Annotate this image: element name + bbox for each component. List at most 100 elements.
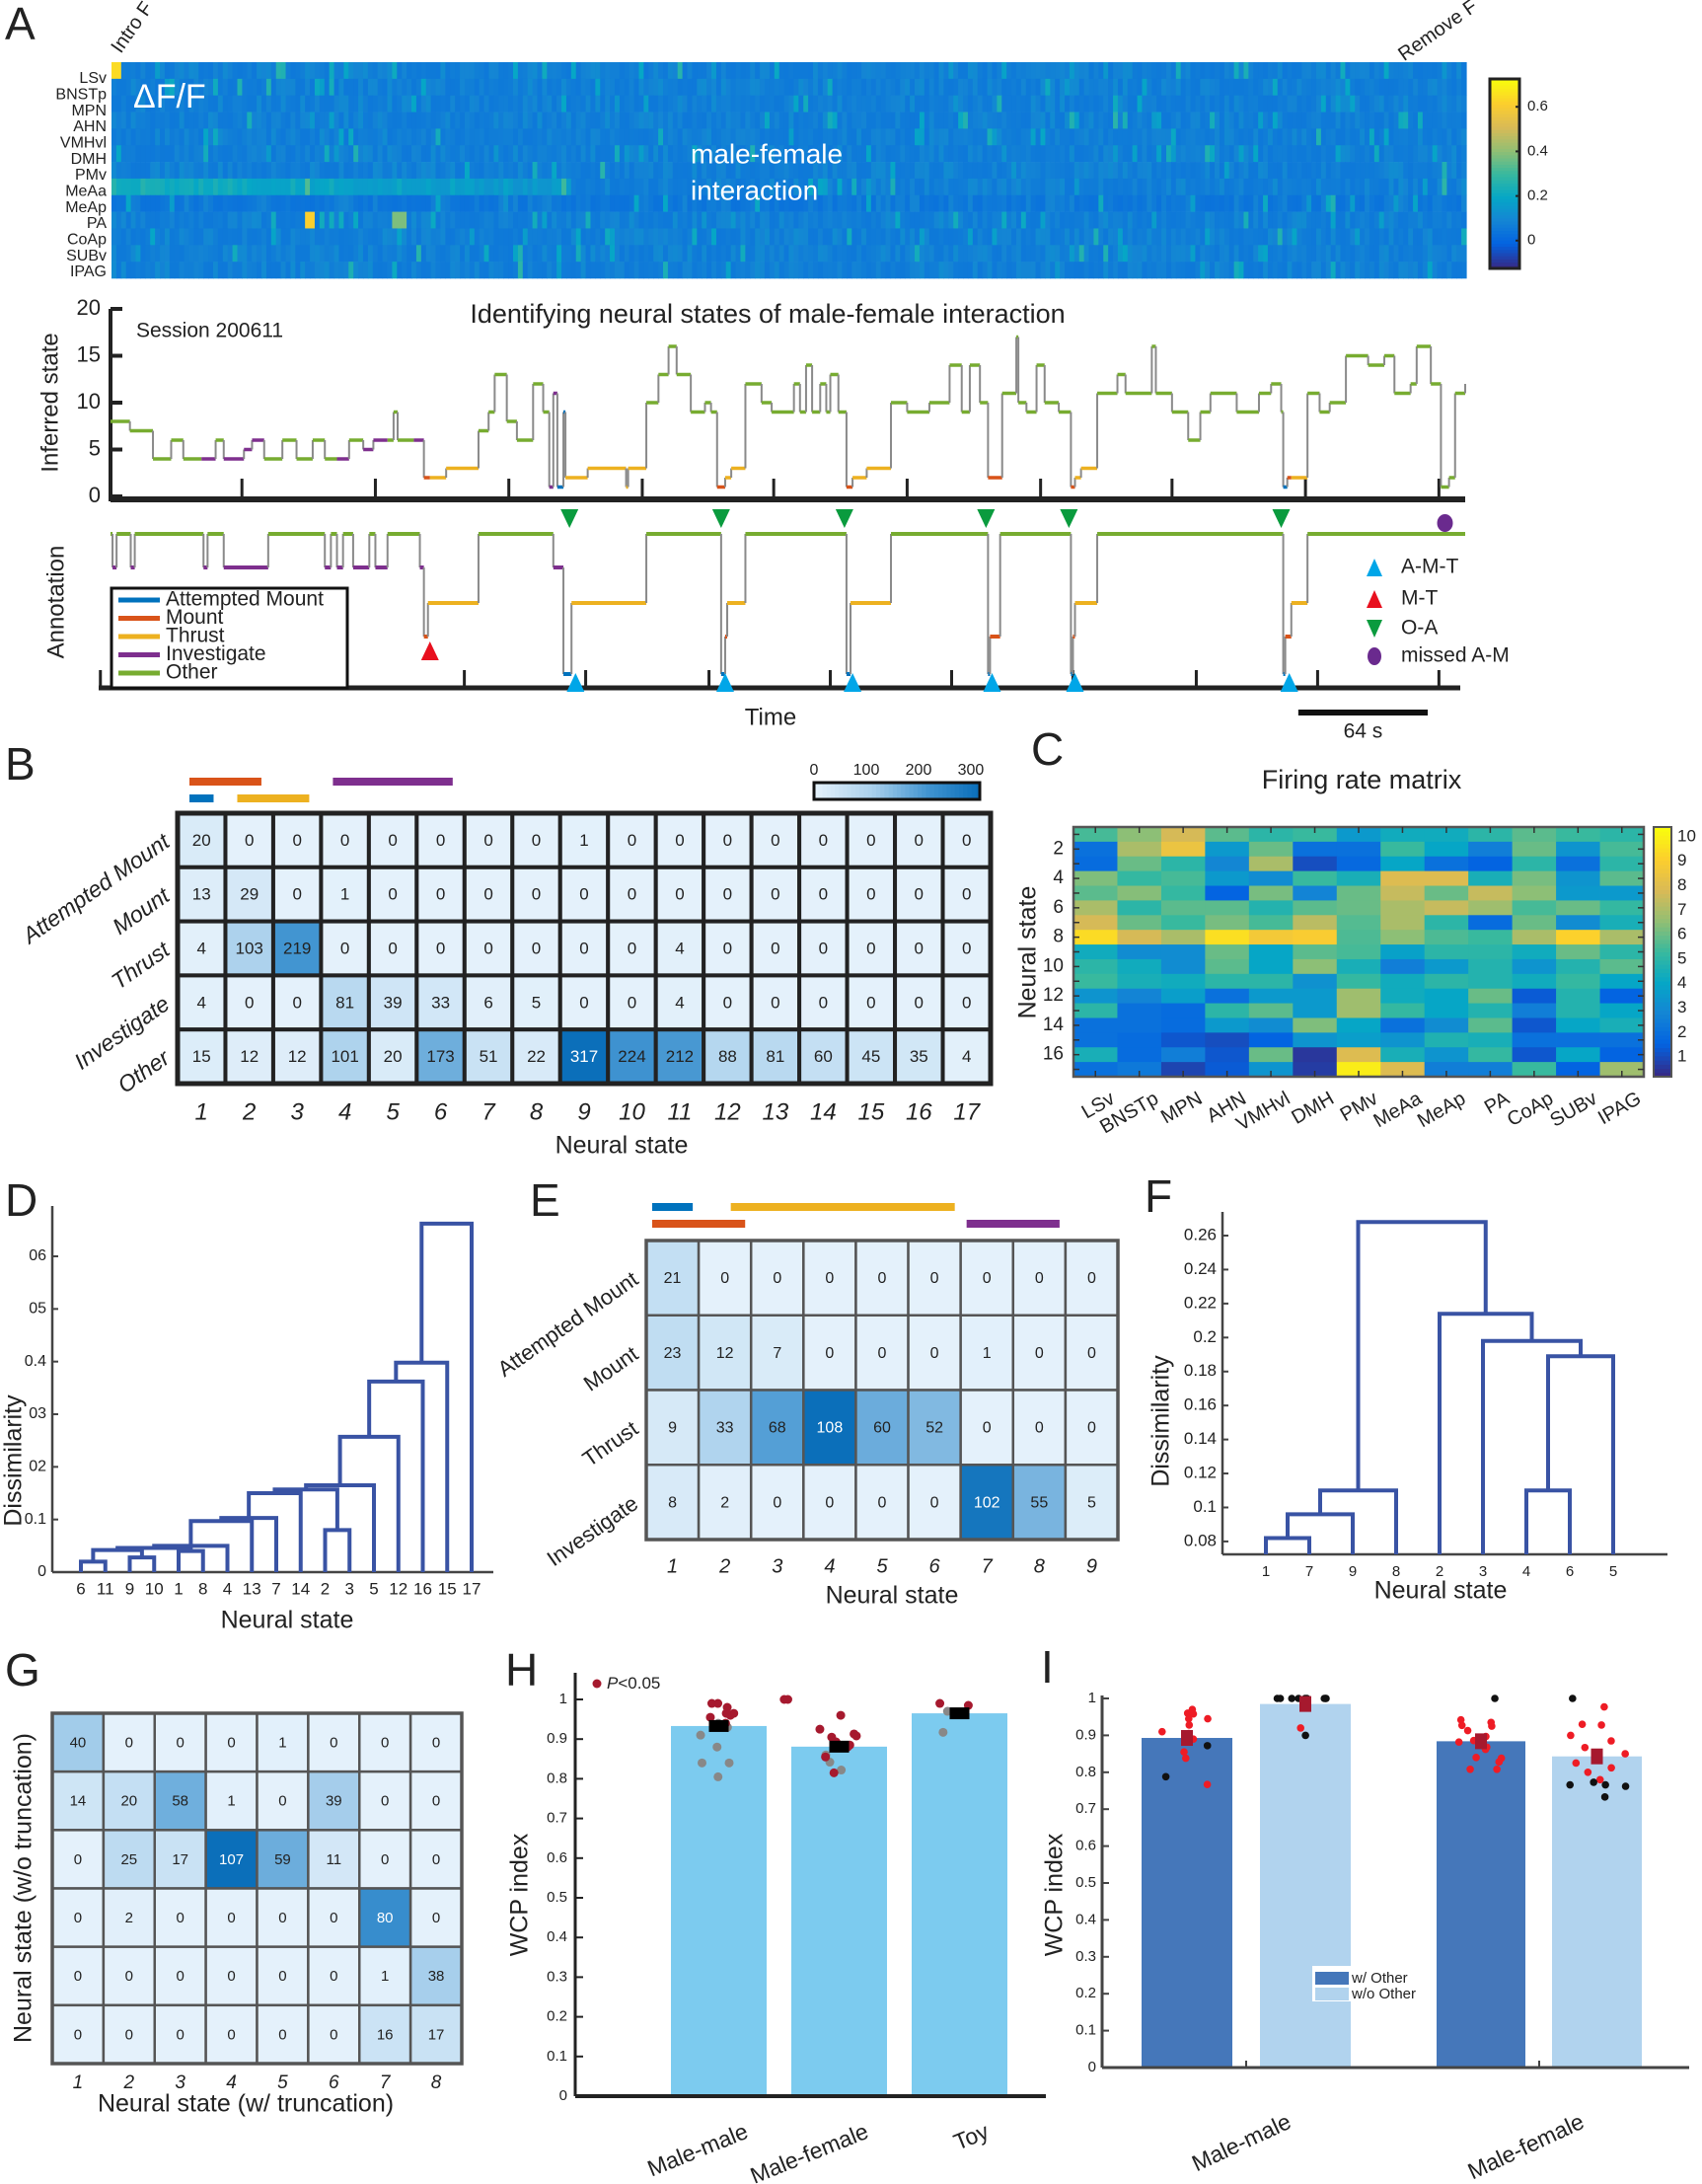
firing-rate-cell (1117, 827, 1162, 843)
heatmap-cell (247, 162, 253, 180)
heatmap-cell (938, 262, 945, 279)
heatmap-cell (411, 262, 417, 279)
colorbar-segment (835, 783, 840, 799)
colorbar-segment (897, 783, 902, 799)
firing-rate-cell (1380, 1032, 1426, 1048)
heatmap-cell (711, 178, 717, 196)
heatmap-cell (570, 128, 577, 146)
column-label: 2 (123, 2072, 135, 2093)
heatmap-cell (1175, 62, 1182, 80)
heatmap-cell (377, 211, 384, 229)
heatmap-cell (643, 78, 649, 96)
heatmap-cell (1103, 211, 1109, 229)
heatmap-cell (1040, 78, 1046, 96)
heatmap-cell (1175, 211, 1182, 229)
heatmap-cell (561, 262, 567, 279)
heatmap-cell (435, 95, 442, 113)
heatmap-cell (319, 228, 326, 246)
heatmap-cell (760, 128, 766, 146)
heatmap-cell (692, 228, 698, 246)
heatmap-cell (1006, 228, 1012, 246)
heatmap-cell (1015, 211, 1022, 229)
heatmap-cell (188, 128, 194, 146)
heatmap-cell (547, 178, 553, 196)
heatmap-cell (595, 178, 601, 196)
heatmap-cell (1287, 95, 1294, 113)
heatmap-cell (372, 211, 379, 229)
legend-label: A-M-T (1401, 556, 1458, 578)
heatmap-cell (1248, 95, 1254, 113)
heatmap-cell (522, 178, 529, 196)
heatmap-cell (1350, 112, 1356, 129)
heatmap-cell (585, 128, 592, 146)
matrix-cell-value: 102 (974, 1494, 1000, 1511)
heatmap-cell (552, 245, 557, 263)
heatmap-cell (547, 62, 553, 80)
heatmap-cell (1161, 245, 1167, 263)
heatmap-cell (305, 145, 311, 163)
colorbar-segment (1490, 119, 1519, 124)
heatmap-cell (387, 95, 393, 113)
heatmap-cell (865, 128, 872, 146)
heatmap-cell (788, 145, 794, 163)
colorbar-segment (855, 783, 860, 799)
heatmap-cell (890, 62, 896, 80)
heatmap-cell (1142, 228, 1147, 246)
heatmap-cell (837, 262, 844, 279)
heatmap-cell (247, 245, 253, 263)
heatmap-row-label: DMH (71, 151, 107, 168)
heatmap-cell (155, 95, 161, 113)
heatmap-cell (895, 245, 901, 263)
heatmap-cell (619, 162, 626, 180)
heatmap-cell (997, 211, 1002, 229)
leaf-label: 12 (389, 1579, 407, 1598)
colorbar-segment (905, 783, 911, 799)
heatmap-cell (1185, 228, 1192, 246)
heatmap-cell (638, 62, 644, 80)
heatmap-cell (1137, 145, 1144, 163)
heatmap-cell (1233, 162, 1240, 180)
heatmap-cell (910, 211, 916, 229)
heatmap-cell (130, 194, 137, 212)
heatmap-cell (817, 228, 824, 246)
matrix-cell-value: 58 (172, 1793, 188, 1810)
colorbar-segment (1654, 1014, 1671, 1019)
heatmap-cell (992, 262, 998, 279)
heatmap-cell (1446, 112, 1452, 129)
heatmap-cell (242, 262, 248, 279)
heatmap-cell (1190, 178, 1196, 196)
colorbar-segment (1654, 885, 1671, 890)
heatmap-cell (1147, 62, 1152, 80)
heatmap-cell (715, 178, 722, 196)
firing-rate-cell (1380, 973, 1426, 990)
heatmap-cell (870, 112, 877, 129)
heatmap-cell (295, 245, 301, 263)
heatmap-cell (227, 228, 234, 246)
heatmap-cell (130, 162, 137, 180)
heatmap-cell (407, 78, 412, 96)
heatmap-cell (614, 112, 621, 129)
heatmap-cell (856, 194, 862, 212)
heatmap-cell (247, 262, 253, 279)
heatmap-cell (1122, 262, 1129, 279)
colorbar-segment (942, 783, 947, 799)
heatmap-cell (570, 178, 577, 196)
heatmap-cell (411, 128, 417, 146)
heatmap-cell (460, 112, 466, 129)
heatmap-cell (788, 62, 794, 80)
heatmap-cell (580, 145, 587, 163)
heatmap-cell (1248, 194, 1254, 212)
heatmap-cell (1417, 62, 1424, 80)
matrix-cell-value: 0 (1087, 1420, 1096, 1437)
heatmap-cell (450, 211, 456, 229)
heatmap-cell (1015, 78, 1022, 96)
matrix-cell-value: 0 (125, 2026, 133, 2043)
marker-triangle-up-icon (1280, 673, 1298, 692)
heatmap-cell (1142, 162, 1147, 180)
heatmap-cell (1050, 211, 1056, 229)
heatmap-cell (1233, 95, 1240, 113)
heatmap-cell (329, 178, 335, 196)
heatmap-cell (1108, 78, 1114, 96)
heatmap-cell (769, 194, 776, 212)
heatmap-cell (967, 211, 974, 229)
